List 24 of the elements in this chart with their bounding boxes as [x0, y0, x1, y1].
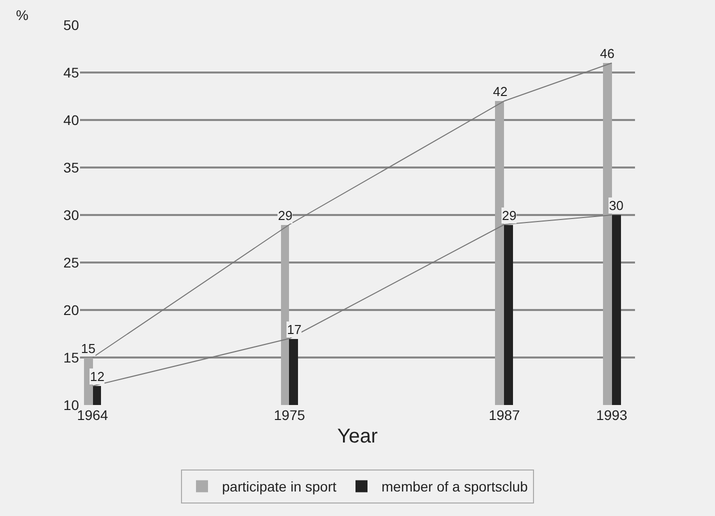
y-tick-label: 15 [63, 349, 80, 366]
data-label: 12 [90, 369, 104, 384]
x-tick-label: 1975 [274, 407, 306, 423]
y-tick-label: 25 [63, 254, 80, 270]
data-label: 15 [81, 341, 96, 356]
y-axis-title: % [16, 7, 28, 23]
data-label: 42 [493, 84, 508, 99]
legend-label: member of a sportsclub [382, 478, 528, 495]
y-tick-label: 45 [63, 64, 80, 80]
y-tick-label: 30 [63, 206, 80, 223]
y-tick-label: 20 [63, 302, 80, 318]
data-label: 29 [278, 208, 292, 223]
data-label: 17 [287, 322, 302, 337]
x-tick-label: 1987 [488, 407, 520, 423]
y-tick-label: 50 [63, 16, 80, 33]
y-tick-label: 10 [63, 396, 80, 413]
data-label: 29 [502, 208, 516, 223]
legend-label: participate in sport [222, 478, 337, 495]
x-tick-label: 1993 [596, 407, 628, 423]
y-tick-label: 35 [63, 159, 80, 176]
x-axis-title: Year [337, 426, 378, 448]
data-label: 46 [600, 46, 614, 61]
y-tick-label: 40 [63, 112, 80, 128]
data-label: 30 [609, 198, 624, 213]
